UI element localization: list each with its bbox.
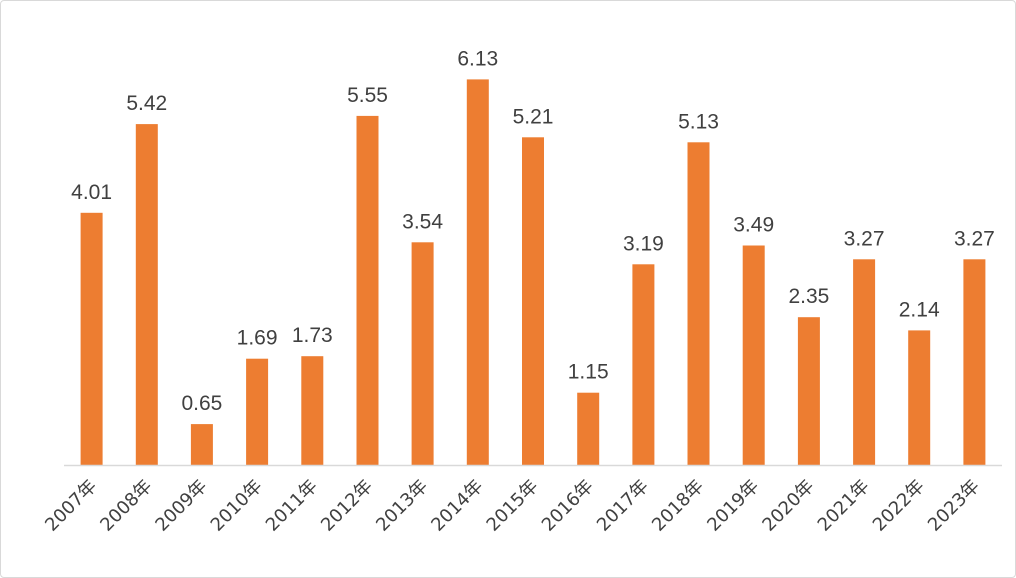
bar-2010年 bbox=[246, 358, 269, 465]
data-label-2018年: 5.13 bbox=[678, 110, 719, 133]
x-tick-label-2011年: 2011年 bbox=[262, 476, 322, 536]
data-label-2017年: 3.19 bbox=[623, 232, 664, 255]
x-tick-label-2021年: 2021年 bbox=[814, 476, 874, 536]
data-label-2021年: 3.27 bbox=[844, 227, 885, 250]
bar-2011年 bbox=[301, 356, 324, 465]
bar-2007年 bbox=[80, 212, 103, 465]
data-label-2008年: 5.42 bbox=[126, 92, 167, 115]
bar-2021年 bbox=[853, 259, 876, 465]
data-label-2010年: 1.69 bbox=[237, 327, 278, 350]
x-tick-label-2008年: 2008年 bbox=[96, 476, 156, 536]
data-label-2020年: 2.35 bbox=[788, 285, 829, 308]
bar-2012年 bbox=[356, 115, 379, 466]
x-tick-labels-group: 2007年2008年2009年2010年2011年2012年2013年2014年… bbox=[41, 476, 984, 536]
bar-2019年 bbox=[742, 245, 765, 465]
x-tick-label-2020年: 2020年 bbox=[758, 476, 818, 536]
bar-2014年 bbox=[466, 79, 489, 466]
bars-group bbox=[80, 79, 986, 466]
x-tick-label-2018年: 2018年 bbox=[648, 476, 708, 536]
x-tick-label-2015年: 2015年 bbox=[483, 476, 543, 536]
bar-2015年 bbox=[522, 137, 544, 466]
bar-2008年 bbox=[135, 124, 158, 465]
data-label-2016年: 1.15 bbox=[568, 361, 609, 384]
x-tick-label-2007年: 2007年 bbox=[41, 476, 101, 536]
data-label-2009年: 0.65 bbox=[181, 392, 222, 415]
data-label-2022年: 2.14 bbox=[899, 298, 940, 321]
data-label-2019年: 3.49 bbox=[733, 214, 774, 237]
x-tick-label-2023年: 2023年 bbox=[924, 476, 984, 536]
bar-2009年 bbox=[190, 424, 213, 465]
data-label-2007年: 4.01 bbox=[71, 181, 112, 204]
data-label-2011年: 1.73 bbox=[292, 324, 333, 347]
bar-2018年 bbox=[687, 142, 710, 466]
data-label-2013年: 3.54 bbox=[402, 210, 443, 233]
bar-2022年 bbox=[908, 330, 931, 465]
bar-2013年 bbox=[411, 242, 434, 465]
x-tick-label-2014年: 2014年 bbox=[427, 476, 487, 536]
bar-2023年 bbox=[963, 259, 986, 465]
value-labels-group: 4.01 5.42 0.65 1.69 1.73 5.55 3.54 6.13 5.21 1.15… bbox=[71, 47, 995, 415]
data-label-2012年: 5.55 bbox=[347, 84, 388, 107]
x-tick-label-2013年: 2013年 bbox=[372, 476, 432, 536]
data-label-2015年: 5.21 bbox=[513, 105, 554, 128]
data-label-2014年: 6.13 bbox=[457, 47, 498, 70]
data-label-2023年: 3.27 bbox=[954, 227, 995, 250]
x-tick-label-2016年: 2016年 bbox=[538, 476, 598, 536]
x-tick-label-2012年: 2012年 bbox=[317, 476, 377, 536]
x-tick-label-2009年: 2009年 bbox=[151, 476, 211, 536]
x-tick-label-2019年: 2019年 bbox=[703, 476, 763, 536]
x-tick-label-2010年: 2010年 bbox=[207, 476, 267, 536]
x-tick-label-2017年: 2017年 bbox=[593, 476, 653, 536]
x-tick-label-2022年: 2022年 bbox=[869, 476, 929, 536]
bar-2020年 bbox=[797, 317, 820, 465]
bar-2016年 bbox=[577, 392, 600, 465]
bar-2017年 bbox=[632, 264, 655, 465]
